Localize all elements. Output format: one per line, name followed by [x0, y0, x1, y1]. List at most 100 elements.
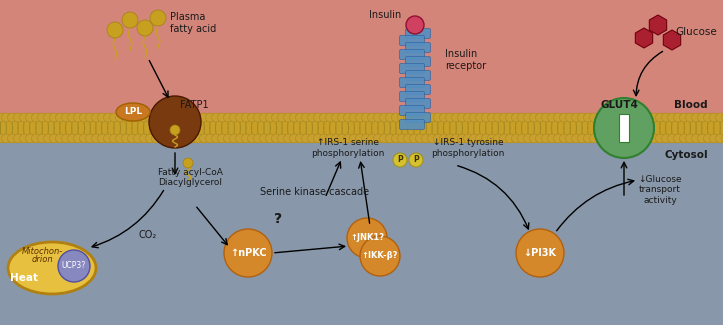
Circle shape	[554, 134, 562, 143]
Circle shape	[463, 113, 473, 122]
Circle shape	[301, 134, 310, 143]
Circle shape	[716, 134, 723, 143]
Circle shape	[212, 134, 221, 143]
Circle shape	[703, 113, 712, 122]
FancyBboxPatch shape	[400, 77, 424, 87]
Text: Insulin: Insulin	[369, 10, 401, 20]
Circle shape	[416, 113, 424, 122]
Circle shape	[49, 134, 59, 143]
Circle shape	[680, 134, 688, 143]
Text: Mitochon-: Mitochon-	[22, 248, 63, 256]
Circle shape	[662, 113, 670, 122]
Circle shape	[260, 113, 268, 122]
Circle shape	[422, 134, 430, 143]
Circle shape	[176, 134, 184, 143]
Circle shape	[518, 113, 526, 122]
Text: ↑nPKC: ↑nPKC	[230, 248, 266, 258]
FancyBboxPatch shape	[0, 113, 723, 143]
Circle shape	[560, 113, 568, 122]
Circle shape	[229, 113, 239, 122]
Text: Glucose: Glucose	[675, 27, 717, 37]
FancyBboxPatch shape	[400, 63, 424, 73]
Circle shape	[554, 113, 562, 122]
Circle shape	[20, 134, 28, 143]
Circle shape	[163, 134, 173, 143]
Text: Blood: Blood	[675, 100, 708, 110]
Circle shape	[320, 134, 328, 143]
Text: ↓Glucose
transport
activity: ↓Glucose transport activity	[638, 175, 682, 205]
Circle shape	[649, 134, 659, 143]
Circle shape	[589, 134, 599, 143]
Circle shape	[674, 113, 683, 122]
Circle shape	[571, 134, 581, 143]
Circle shape	[476, 113, 484, 122]
Ellipse shape	[116, 103, 150, 121]
Circle shape	[656, 113, 664, 122]
Circle shape	[667, 113, 677, 122]
Circle shape	[362, 113, 370, 122]
Circle shape	[150, 10, 166, 26]
Circle shape	[67, 134, 77, 143]
Circle shape	[194, 134, 202, 143]
FancyBboxPatch shape	[406, 98, 430, 109]
Circle shape	[254, 134, 262, 143]
Circle shape	[391, 113, 401, 122]
Circle shape	[169, 134, 179, 143]
Circle shape	[289, 134, 299, 143]
Circle shape	[347, 218, 387, 258]
Text: drion: drion	[31, 255, 53, 265]
Circle shape	[500, 113, 508, 122]
Circle shape	[38, 134, 46, 143]
Circle shape	[451, 134, 461, 143]
FancyBboxPatch shape	[400, 106, 424, 115]
Circle shape	[289, 113, 299, 122]
Circle shape	[247, 113, 257, 122]
Circle shape	[1, 113, 11, 122]
Circle shape	[649, 113, 659, 122]
Circle shape	[272, 113, 281, 122]
Circle shape	[469, 134, 479, 143]
Circle shape	[145, 113, 155, 122]
Text: ↓PI3K: ↓PI3K	[523, 248, 557, 258]
Circle shape	[406, 16, 424, 34]
Circle shape	[134, 134, 142, 143]
Circle shape	[158, 134, 166, 143]
Circle shape	[391, 134, 401, 143]
Text: ↑IKK-β?: ↑IKK-β?	[362, 252, 398, 261]
Ellipse shape	[8, 242, 96, 294]
Circle shape	[74, 134, 82, 143]
Circle shape	[698, 113, 706, 122]
Circle shape	[92, 134, 100, 143]
Circle shape	[487, 113, 497, 122]
Circle shape	[529, 134, 539, 143]
Circle shape	[620, 134, 628, 143]
Circle shape	[578, 134, 586, 143]
Circle shape	[583, 134, 593, 143]
Circle shape	[638, 113, 646, 122]
Text: P: P	[397, 155, 403, 164]
Circle shape	[224, 229, 272, 277]
FancyBboxPatch shape	[400, 35, 424, 46]
Circle shape	[61, 134, 71, 143]
Text: ↑IRS-1 serine
phosphorylation: ↑IRS-1 serine phosphorylation	[312, 138, 385, 158]
Circle shape	[236, 113, 244, 122]
Circle shape	[254, 113, 262, 122]
Circle shape	[181, 134, 190, 143]
Circle shape	[43, 134, 53, 143]
Circle shape	[140, 113, 148, 122]
FancyBboxPatch shape	[400, 49, 424, 59]
FancyBboxPatch shape	[406, 57, 430, 67]
Circle shape	[338, 134, 346, 143]
Circle shape	[7, 134, 17, 143]
Circle shape	[121, 113, 130, 122]
FancyBboxPatch shape	[406, 84, 430, 95]
Circle shape	[476, 134, 484, 143]
Circle shape	[343, 134, 353, 143]
Circle shape	[58, 250, 90, 282]
Circle shape	[332, 113, 341, 122]
FancyBboxPatch shape	[406, 43, 430, 53]
Circle shape	[152, 134, 161, 143]
Circle shape	[680, 113, 688, 122]
Circle shape	[494, 113, 502, 122]
Circle shape	[463, 134, 473, 143]
